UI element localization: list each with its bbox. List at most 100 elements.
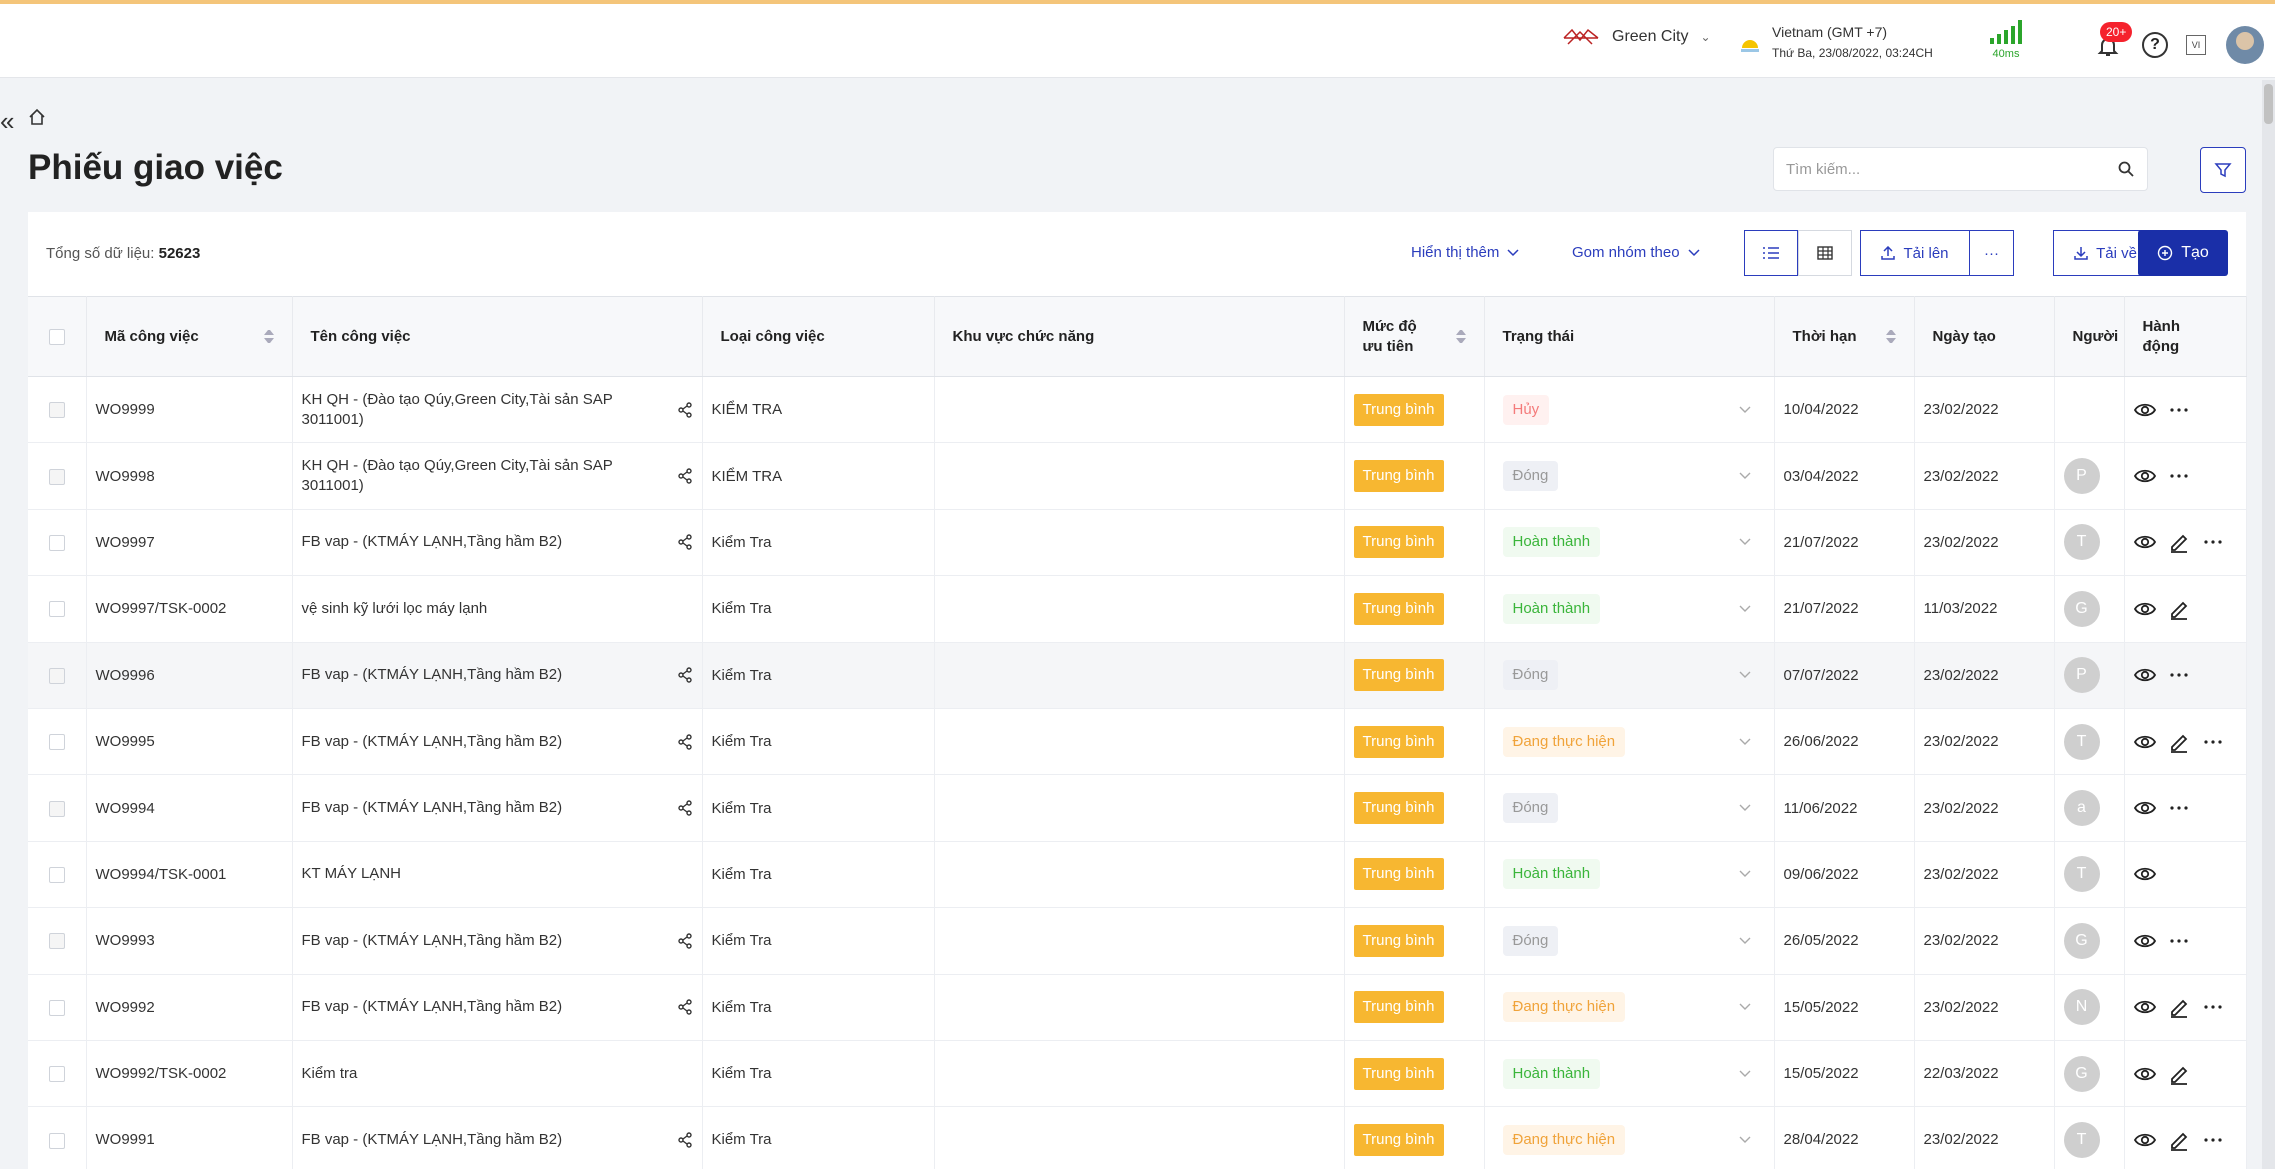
eye-icon[interactable]: [2133, 465, 2156, 487]
user-avatar[interactable]: G: [2063, 1055, 2100, 1092]
status-cell[interactable]: Hoàn thành: [1484, 1040, 1775, 1108]
row-checkbox[interactable]: [48, 402, 65, 419]
more-icon[interactable]: [2202, 996, 2224, 1018]
row-checkbox[interactable]: [48, 534, 65, 551]
more-icon[interactable]: [2168, 664, 2190, 686]
user-avatar[interactable]: T: [2063, 723, 2100, 760]
eye-icon[interactable]: [2133, 1129, 2156, 1151]
edit-icon[interactable]: [2168, 531, 2190, 554]
chevron-down-icon[interactable]: [1739, 1070, 1751, 1078]
eye-icon[interactable]: [2133, 996, 2156, 1018]
eye-icon[interactable]: [2133, 930, 2156, 952]
eye-icon[interactable]: [2133, 863, 2156, 885]
edit-icon[interactable]: [2168, 996, 2190, 1019]
create-button[interactable]: Tạo: [2138, 230, 2228, 276]
status-cell[interactable]: Đóng: [1484, 442, 1775, 510]
row-checkbox[interactable]: [48, 800, 65, 817]
eye-icon[interactable]: [2133, 399, 2156, 421]
home-icon[interactable]: [28, 108, 46, 126]
status-cell[interactable]: Đang thực hiện: [1484, 1106, 1775, 1169]
chevron-down-icon[interactable]: [1739, 1003, 1751, 1011]
chevron-down-icon[interactable]: [1739, 406, 1751, 414]
share-icon[interactable]: [677, 800, 693, 816]
row-checkbox[interactable]: [48, 468, 65, 485]
sort-icon[interactable]: [264, 330, 274, 343]
status-cell[interactable]: Hoàn thành: [1484, 841, 1775, 909]
eye-icon[interactable]: [2133, 664, 2156, 686]
table-row[interactable]: WO9994/TSK-0001 KT MÁY LẠNH Kiểm Tra Trung …: [28, 841, 2247, 909]
page-scrollbar[interactable]: [2262, 80, 2275, 1169]
user-avatar[interactable]: P: [2063, 657, 2100, 694]
org-selector[interactable]: Green City ⌄: [1562, 26, 1711, 48]
more-icon[interactable]: [2202, 1129, 2224, 1151]
row-checkbox[interactable]: [48, 601, 65, 618]
status-cell[interactable]: Đóng: [1484, 642, 1775, 709]
chevron-down-icon[interactable]: [1739, 738, 1751, 746]
table-row[interactable]: WO9994 FB vap - (KTMÁY LẠNH,Tầng hầm B2) K…: [28, 774, 2247, 842]
eye-icon[interactable]: [2133, 731, 2156, 753]
table-row[interactable]: WO9991 FB vap - (KTMÁY LẠNH,Tầng hầm B2) K…: [28, 1106, 2247, 1169]
list-view-button[interactable]: [1744, 230, 1798, 276]
more-options-button[interactable]: ···: [1970, 230, 2014, 276]
eye-icon[interactable]: [2133, 598, 2156, 620]
user-avatar[interactable]: [2226, 26, 2264, 64]
chevron-down-icon[interactable]: [1739, 1136, 1751, 1144]
table-row[interactable]: WO9997 FB vap - (KTMÁY LẠNH,Tầng hầm B2) K…: [28, 509, 2247, 577]
status-cell[interactable]: Đóng: [1484, 774, 1775, 842]
show-more-dropdown[interactable]: Hiển thị thêm: [1411, 244, 1519, 261]
share-icon[interactable]: [677, 733, 693, 750]
table-row[interactable]: WO9992 FB vap - (KTMÁY LẠNH,Tầng hầm B2) K…: [28, 974, 2247, 1041]
edit-icon[interactable]: [2168, 598, 2190, 620]
chevron-down-icon[interactable]: [1739, 538, 1751, 546]
status-cell[interactable]: Đang thực hiện: [1484, 708, 1775, 776]
more-icon[interactable]: [2168, 399, 2190, 421]
status-cell[interactable]: Đang thực hiện: [1484, 974, 1775, 1041]
language-icon[interactable]: VI: [2186, 35, 2206, 55]
collapse-sidebar-icon[interactable]: «: [0, 108, 14, 134]
edit-icon[interactable]: [2168, 1063, 2190, 1085]
row-checkbox[interactable]: [48, 999, 65, 1016]
chevron-down-icon[interactable]: [1739, 605, 1751, 613]
sort-icon[interactable]: [1886, 330, 1896, 343]
more-icon[interactable]: [2168, 797, 2190, 819]
chevron-down-icon[interactable]: [1739, 937, 1751, 945]
select-all-checkbox[interactable]: [48, 329, 65, 346]
user-avatar[interactable]: N: [2063, 989, 2100, 1026]
chevron-down-icon[interactable]: [1739, 671, 1751, 679]
chevron-down-icon[interactable]: [1739, 472, 1751, 480]
more-icon[interactable]: [2168, 465, 2190, 487]
eye-icon[interactable]: [2133, 797, 2156, 819]
more-icon[interactable]: [2168, 930, 2190, 952]
row-checkbox[interactable]: [48, 667, 65, 684]
user-avatar[interactable]: T: [2063, 1121, 2100, 1158]
search-input[interactable]: [1774, 148, 2094, 190]
more-icon[interactable]: [2202, 531, 2224, 553]
share-icon[interactable]: [677, 534, 693, 551]
status-cell[interactable]: Đóng: [1484, 907, 1775, 975]
row-checkbox[interactable]: [48, 933, 65, 950]
user-avatar[interactable]: T: [2063, 856, 2100, 893]
user-avatar[interactable]: G: [2063, 922, 2100, 959]
share-icon[interactable]: [677, 401, 693, 418]
upload-button[interactable]: Tải lên: [1860, 230, 1970, 276]
eye-icon[interactable]: [2133, 1063, 2156, 1085]
status-cell[interactable]: Hoàn thành: [1484, 509, 1775, 577]
chevron-down-icon[interactable]: [1739, 870, 1751, 878]
header-priority[interactable]: Mức độ ưu tiên: [1344, 296, 1485, 377]
more-icon[interactable]: [2202, 731, 2224, 753]
table-row[interactable]: WO9995 FB vap - (KTMÁY LẠNH,Tầng hầm B2) K…: [28, 708, 2247, 776]
search-icon[interactable]: [2117, 160, 2135, 178]
user-avatar[interactable]: P: [2063, 458, 2100, 495]
group-by-dropdown[interactable]: Gom nhóm theo: [1572, 244, 1700, 261]
table-row[interactable]: WO9999 KH QH - (Đào tạo Qúy,Green City,Tà…: [28, 376, 2247, 444]
share-icon[interactable]: [677, 468, 693, 484]
eye-icon[interactable]: [2133, 531, 2156, 553]
header-deadline[interactable]: Thời hạn: [1774, 296, 1915, 377]
user-avatar[interactable]: a: [2063, 790, 2100, 827]
edit-icon[interactable]: [2168, 1129, 2190, 1151]
grid-view-button[interactable]: [1798, 230, 1852, 276]
share-icon[interactable]: [677, 1132, 693, 1148]
row-checkbox[interactable]: [48, 1066, 65, 1083]
header-code[interactable]: Mã công việc: [86, 296, 293, 377]
share-icon[interactable]: [677, 933, 693, 949]
